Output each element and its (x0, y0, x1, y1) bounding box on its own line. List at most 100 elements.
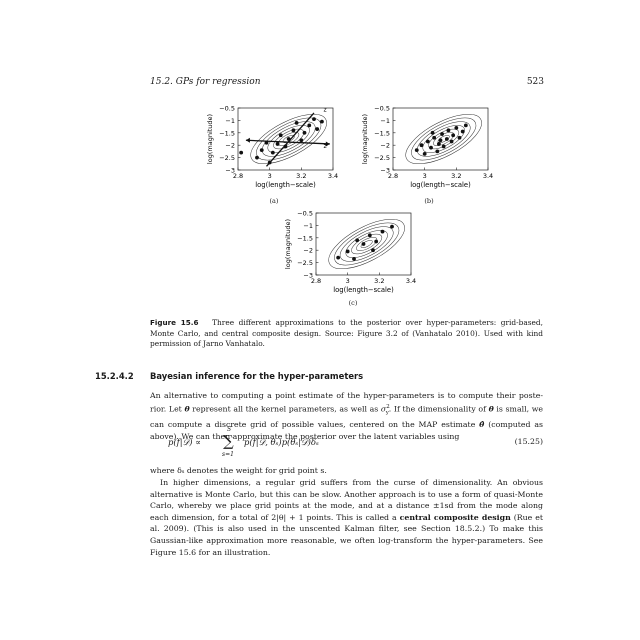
p1-line2d: is small, (493, 404, 530, 414)
y-tick-label: −2 (380, 142, 390, 150)
x-tick-label: 3.2 (451, 172, 461, 180)
data-point (352, 256, 356, 261)
data-point (255, 155, 259, 160)
data-point (437, 142, 441, 146)
panel-b-plot: −0.5 −1 −1.5 −2 −2.5 −32.8 3 3.2 3.4 log(length−s… (361, 105, 493, 190)
arrow-head (325, 141, 330, 147)
data-point (463, 123, 468, 128)
data-point (345, 249, 350, 254)
y-tick-label: −2.5 (297, 259, 313, 267)
data-point (259, 148, 264, 153)
grid-axis-line (245, 139, 330, 145)
y-tick-label: −1 (303, 222, 313, 230)
data-point (307, 123, 312, 128)
y-tick-label: −0.5 (219, 105, 235, 113)
p1-line4: as above). We can then approximate the p… (150, 420, 543, 441)
x-tick-label: 3.2 (296, 172, 306, 180)
axes-box (315, 212, 412, 276)
data-point (380, 229, 385, 234)
data-point (422, 151, 427, 156)
theta-symbol-2: θ (488, 404, 494, 414)
figure-caption: Figure 15.6 Three different approximatio… (150, 318, 543, 350)
data-point (425, 139, 430, 144)
y-tick-label: −3 (303, 272, 313, 280)
data-point (454, 125, 459, 130)
panel-label-b: (b) (424, 197, 434, 205)
x-tick-label: 2.8 (311, 277, 321, 285)
y-tick-label: −0.5 (374, 105, 390, 113)
y-tick-label: −2 (225, 142, 235, 150)
y-tick-label: −1 (380, 117, 390, 125)
data-point (315, 127, 320, 131)
panel-c-plot: −0.5 −1 −1.5 −2 −2.5 −32.8 3 3.2 3.4 log(length−s… (284, 210, 416, 295)
x-axis-label: log(length−scale) (410, 181, 471, 189)
data-point (264, 140, 269, 145)
p3-bold: central composite design (399, 512, 511, 522)
data-point (336, 255, 341, 260)
section-number: 15.2.4.2 (95, 371, 134, 381)
data-point (239, 150, 244, 155)
data-point (355, 238, 360, 243)
y-axis-label: log(magnitude) (284, 219, 292, 269)
posterior-contours (405, 113, 482, 165)
data-point (441, 144, 446, 149)
data-point (361, 242, 366, 246)
data-point (267, 160, 272, 165)
z-annotation: z (324, 143, 327, 150)
panel-a-plot: z z −0.5 −1 −1.5 −2 −2.5 −32.8 3 3.2 3.4 log(length… (206, 105, 338, 190)
equation-15-25: p(f|𝒟) ∝ S ∑ s=1 p(f|𝒟, θₛ)p(θₛ|𝒟)δₛ (15… (168, 426, 543, 460)
data-point (270, 150, 275, 155)
data-point (430, 130, 435, 135)
data-point (390, 224, 394, 229)
y-tick-label: −0.5 (297, 210, 313, 218)
y-tick-label: −1.5 (374, 129, 390, 137)
sigma-sub: y (385, 409, 389, 416)
y-tick-label: −2.5 (374, 154, 390, 162)
sum-symbol: ∑ (223, 432, 234, 450)
y-tick-label: −1 (225, 117, 235, 125)
page-number: 523 (526, 77, 544, 87)
data-point (440, 132, 444, 136)
data-point (374, 239, 379, 244)
x-tick-label: 2.8 (233, 172, 243, 180)
paragraph-1: An alternative to computing a point esti… (150, 390, 543, 443)
sum-top: S (227, 426, 232, 433)
data-point (449, 139, 454, 144)
x-axis-label: log(length−scale) (333, 286, 394, 294)
paragraph-3: In higher dimensions, a regular grid suf… (150, 477, 543, 558)
equation-lhs: p(f|𝒟) ∝ (168, 437, 201, 447)
data-point (446, 128, 451, 133)
p1-line3b: (computed (484, 420, 531, 430)
y-tick-label: −3 (225, 167, 235, 175)
running-title: 15.2. GPs for regression (150, 77, 261, 87)
y-tick-label: −3 (380, 167, 390, 175)
axes-box (392, 107, 489, 171)
data-point (438, 138, 443, 143)
paragraph-2: where δₛ denotes the weight for grid poi… (150, 465, 543, 477)
y-tick-label: −2 (303, 247, 313, 255)
equation-number: (15.25) (514, 437, 543, 446)
data-point (371, 248, 375, 253)
data-point (419, 143, 424, 148)
data-point (444, 137, 449, 141)
data-point (291, 128, 296, 133)
y-tick-label: −2.5 (219, 154, 235, 162)
data-point (435, 149, 440, 154)
x-tick-label: 3.4 (483, 172, 493, 180)
p2-text: where δₛ denotes the weight for grid poi… (150, 466, 327, 475)
data-point (460, 129, 465, 134)
caption-text: Three different approximations to the po… (150, 318, 543, 348)
x-tick-label: 3 (268, 172, 272, 180)
x-tick-label: 3 (423, 172, 427, 180)
p3-text2: (Rue et al. 2009). (This is also used in… (150, 512, 543, 557)
p1-line2b: represent all the kernel parameters, as … (189, 404, 381, 414)
sum-bottom: s=1 (222, 451, 234, 458)
z-annotation: z (324, 107, 327, 114)
data-point (367, 233, 372, 238)
sigma-sup: 2 (386, 403, 390, 410)
data-point (275, 142, 280, 146)
theta-hat-symbol: θ̂ (479, 420, 485, 430)
data-point (283, 144, 288, 149)
p3-text1: In higher dimensions, a regular grid suf… (150, 478, 543, 522)
y-axis-label: log(magnitude) (206, 114, 214, 164)
